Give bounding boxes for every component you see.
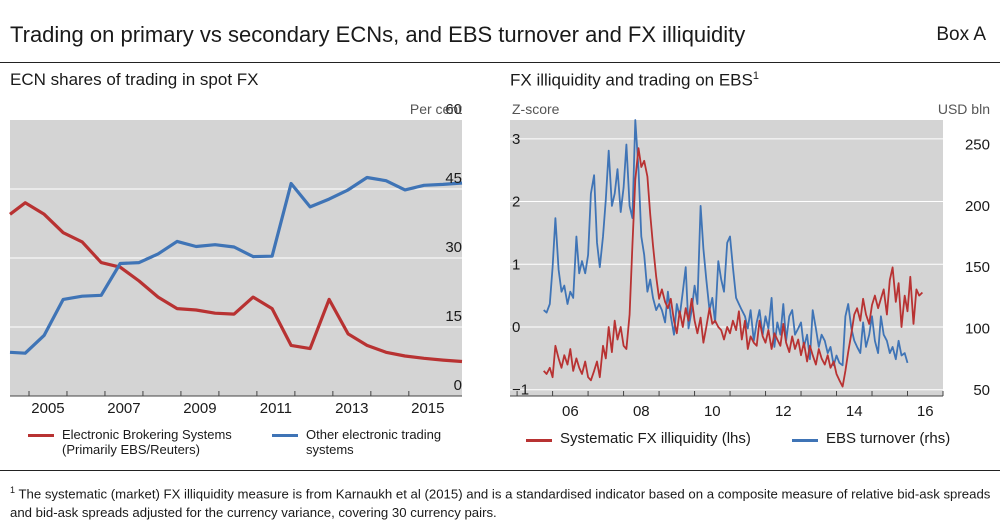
right-series-ebs-turnover-line	[543, 119, 909, 367]
legend-swatch-blue-right	[792, 439, 818, 442]
box-label: Box A	[936, 24, 986, 45]
footnote-rule	[0, 470, 1000, 471]
legend-label-ebs-turnover: EBS turnover (rhs)	[826, 430, 951, 447]
left-chart: 2005 2007 2009 2011 2013 2015 0 15 30 45 60 Per c…	[9, 101, 463, 417]
left-x-tick-label: 2011	[260, 400, 292, 417]
left-x-tick-label: 2009	[183, 400, 216, 417]
footnote: 1 The systematic (market) FX illiquidity…	[10, 485, 991, 521]
left-x-tick-label: 2007	[107, 400, 140, 417]
legend-illiquidity: Systematic FX illiquidity (lhs)	[526, 430, 751, 447]
left-series-other-line	[9, 175, 463, 355]
right-x-tick-label: 08	[633, 403, 650, 420]
legend-ebs-turnover: EBS turnover (rhs)	[792, 430, 950, 447]
right-y-tick-label-right: 250	[965, 137, 990, 154]
left-y-unit: Per cent	[410, 101, 462, 117]
right-y-tick-label-left: −1	[512, 382, 529, 399]
right-y-tick-label-left: 1	[512, 256, 520, 273]
legend-label-illiquidity: Systematic FX illiquidity (lhs)	[560, 430, 751, 447]
left-series-ebs-line	[9, 201, 463, 364]
legend-swatch-red	[28, 434, 54, 437]
legend-label-other-ecn: Other electronic trading systems	[306, 427, 442, 457]
right-x-tick-label: 14	[846, 403, 863, 420]
left-x-tick-label: 2015	[411, 400, 444, 417]
right-y-tick-label-right: 200	[965, 198, 990, 215]
right-series-illiquidity-line	[543, 147, 924, 388]
right-y-tick-label-right: 50	[973, 382, 990, 399]
right-y-tick-label-right: 150	[965, 259, 990, 276]
left-chart-title: ECN shares of trading in spot FX	[10, 70, 259, 89]
right-y-unit-left: Z-score	[512, 101, 560, 117]
right-y-tick-label-left: 0	[512, 319, 520, 336]
left-y-tick-label: 30	[445, 239, 462, 256]
title-rule	[0, 62, 1000, 63]
left-y-tick-label: 45	[445, 170, 462, 187]
right-y-unit-right: USD bln	[938, 101, 990, 117]
left-x-tick-label: 2013	[335, 400, 368, 417]
right-y-tick-label-left: 3	[512, 131, 520, 148]
right-chart-title: FX illiquidity and trading on EBS1	[510, 70, 759, 90]
left-y-tick-label: 0	[454, 377, 462, 394]
left-y-tick-label: 60	[445, 101, 462, 118]
legend-label-ebs-primary: Electronic Brokering Systems (Primarily E…	[62, 427, 232, 457]
right-x-tick-label: 10	[704, 403, 721, 420]
page-title: Trading on primary vs secondary ECNs, an…	[10, 22, 746, 47]
right-x-tick-label: 12	[775, 403, 792, 420]
left-x-tick-label: 2005	[31, 400, 64, 417]
right-y-tick-label-right: 100	[965, 321, 990, 338]
left-y-tick-label: 15	[445, 308, 462, 325]
right-y-tick-label-left: 2	[512, 194, 520, 211]
legend-swatch-blue	[272, 434, 298, 437]
right-x-tick-label: 16	[917, 403, 934, 420]
right-x-tick-label: 06	[562, 403, 579, 420]
legend-other-ecn: Other electronic trading systems	[272, 427, 482, 457]
legend-ebs-primary: Electronic Brokering Systems (Primarily E…	[28, 427, 258, 457]
legend-swatch-red-right	[526, 439, 552, 442]
